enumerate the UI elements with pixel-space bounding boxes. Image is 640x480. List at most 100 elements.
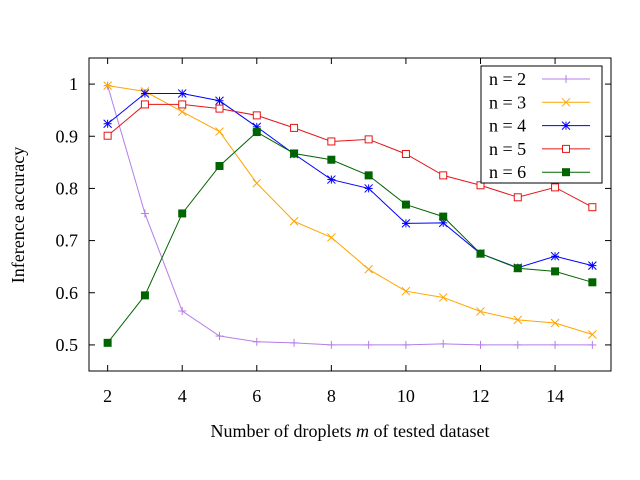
data-point: [550, 251, 560, 261]
data-point: [290, 338, 299, 347]
data-point: [140, 209, 149, 218]
plot-frame: [88, 57, 612, 372]
data-point: [513, 264, 522, 273]
data-point: [364, 184, 373, 193]
y-tick-label: 0.9: [56, 126, 79, 146]
data-point: [103, 131, 112, 140]
data-point: [562, 75, 570, 83]
data-point: [364, 264, 373, 274]
axis-ticks: [89, 58, 611, 371]
series-layer: [103, 81, 597, 349]
legend: n = 2 n = 3 n = 4 n = 5 n = 6: [480, 65, 603, 184]
y-tick-label: 0.5: [56, 335, 79, 355]
x-tick-label: 4: [178, 386, 187, 406]
data-point: [588, 330, 597, 339]
data-point: [178, 100, 187, 109]
series-line: [107, 85, 593, 335]
x-tick-label: 8: [327, 386, 336, 406]
series-4: [103, 100, 597, 212]
data-point: [327, 340, 336, 349]
data-point: [252, 337, 261, 346]
legend-label: n = 2: [489, 69, 526, 89]
data-point: [103, 119, 112, 129]
x-axis-label: Number of droplets m of tested dataset: [211, 421, 490, 441]
data-point: [401, 200, 410, 209]
data-point: [551, 267, 560, 276]
data-point: [178, 209, 187, 218]
data-point: [476, 307, 485, 316]
data-point: [588, 203, 597, 212]
legend-label: n = 4: [489, 116, 526, 136]
data-point: [140, 291, 149, 300]
data-point: [550, 318, 560, 328]
data-point: [177, 89, 187, 98]
x-tick-label: 14: [546, 386, 564, 406]
x-tick-label: 2: [103, 386, 112, 406]
data-point: [327, 155, 336, 164]
data-point: [327, 233, 336, 242]
data-point: [252, 128, 261, 137]
data-point: [290, 149, 299, 158]
data-point: [215, 127, 224, 136]
series-2: [103, 81, 597, 339]
data-point: [401, 149, 410, 158]
data-point: [215, 104, 224, 113]
data-point: [439, 339, 448, 348]
data-point: [551, 340, 560, 349]
data-point: [364, 171, 373, 180]
data-point: [476, 249, 485, 258]
data-point: [215, 96, 224, 106]
data-point: [588, 261, 597, 270]
data-point: [178, 307, 187, 316]
legend-item: n = 3: [489, 92, 590, 112]
x-tick-label: 10: [397, 386, 415, 406]
data-point: [438, 293, 448, 302]
data-point: [327, 137, 336, 146]
data-point: [439, 171, 448, 180]
axis-tick-labels: 2 4 6 8 10 12 14 0.5 0.6 0.7 0.8 0.9 1: [56, 74, 565, 406]
series-5: [103, 128, 597, 347]
legend-item: n = 4: [489, 116, 590, 136]
data-point: [327, 175, 336, 184]
data-point: [177, 107, 187, 117]
legend-item: n = 6: [489, 162, 590, 182]
y-tick-label: 1: [69, 74, 78, 94]
data-point: [588, 278, 597, 287]
series-line: [107, 85, 593, 346]
data-point: [551, 183, 560, 192]
data-point: [215, 332, 224, 341]
legend-box: [480, 65, 603, 184]
data-point: [364, 135, 373, 144]
data-point: [513, 340, 522, 349]
data-point: [252, 178, 262, 188]
data-point: [562, 144, 570, 153]
series-line: [107, 103, 593, 208]
data-point: [364, 340, 373, 349]
data-point: [252, 111, 261, 120]
data-point: [513, 315, 523, 325]
data-point: [289, 216, 299, 226]
data-point: [513, 193, 522, 202]
legend-item: n = 5: [489, 139, 590, 159]
series-line: [107, 131, 593, 344]
y-tick-label: 0.7: [56, 231, 79, 251]
data-point: [439, 212, 448, 221]
legend-label: n = 5: [489, 139, 526, 159]
data-point: [103, 338, 112, 347]
legend-label: n = 6: [489, 162, 526, 182]
x-tick-label: 6: [252, 386, 261, 406]
data-point: [401, 219, 411, 228]
data-point: [588, 340, 597, 349]
data-point: [140, 89, 150, 98]
x-tick-label: 12: [472, 386, 490, 406]
y-tick-label: 0.6: [56, 283, 79, 303]
data-point: [562, 168, 570, 177]
data-point: [103, 81, 112, 91]
data-point: [401, 340, 410, 349]
data-point: [476, 340, 485, 349]
y-tick-label: 0.8: [56, 178, 79, 198]
data-point: [401, 286, 411, 296]
legend-label: n = 3: [489, 92, 526, 112]
data-point: [140, 100, 149, 109]
